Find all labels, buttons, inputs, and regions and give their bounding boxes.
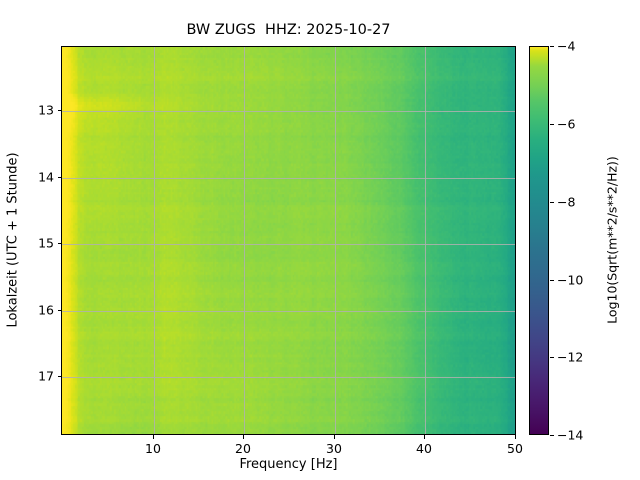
- x-axis-label: Frequency [Hz]: [239, 457, 338, 472]
- colorbar-ticklabel-4: −4: [557, 38, 576, 54]
- x-ticklabel-30: 30: [326, 441, 342, 456]
- colorbar-tick-4: [550, 46, 554, 48]
- colorbar-label: Log10(Sqrt(m**2/s**2/Hz)): [604, 156, 620, 324]
- y-axis-label: Lokalzeit (UTC + 1 Stunde): [5, 152, 21, 328]
- spectrogram-plot-area[interactable]: [61, 46, 516, 435]
- x-tick-50: [515, 435, 517, 439]
- colorbar-ticklabel-8: −8: [557, 194, 576, 210]
- colorbar-ticklabel-12: −12: [557, 349, 584, 365]
- colorbar-tick-12: [550, 357, 554, 359]
- y-tick-16: [57, 310, 61, 312]
- y-ticklabel-14: 14: [38, 169, 54, 185]
- x-tick-40: [424, 435, 426, 439]
- y-ticklabel-15: 15: [38, 235, 54, 251]
- x-tick-10: [153, 435, 155, 439]
- x-tick-30: [334, 435, 336, 439]
- colorbar-tick-8: [550, 202, 554, 204]
- y-ticklabel-16: 16: [38, 302, 54, 318]
- page-title: BW ZUGS HHZ: 2025-10-27: [186, 22, 391, 38]
- x-tick-20: [243, 435, 245, 439]
- y-tick-15: [57, 243, 61, 245]
- x-ticklabel-40: 40: [416, 441, 432, 456]
- spectrogram-image: [62, 47, 515, 434]
- colorbar-ticklabel-10: −10: [557, 272, 584, 288]
- colorbar-tick-6: [550, 124, 554, 126]
- y-tick-14: [57, 177, 61, 179]
- y-tick-17: [57, 376, 61, 378]
- colorbar-ticklabel-6: −6: [557, 116, 576, 132]
- y-ticklabel-13: 13: [38, 102, 54, 118]
- x-ticklabel-10: 10: [145, 441, 161, 456]
- colorbar-tick-14: [550, 435, 554, 437]
- y-ticklabel-17: 17: [38, 368, 54, 384]
- x-ticklabel-20: 20: [235, 441, 251, 456]
- colorbar[interactable]: [529, 46, 549, 435]
- colorbar-tick-10: [550, 280, 554, 282]
- x-ticklabel-50: 50: [507, 441, 523, 456]
- colorbar-ticklabel-14: −14: [557, 427, 584, 443]
- y-tick-13: [57, 110, 61, 112]
